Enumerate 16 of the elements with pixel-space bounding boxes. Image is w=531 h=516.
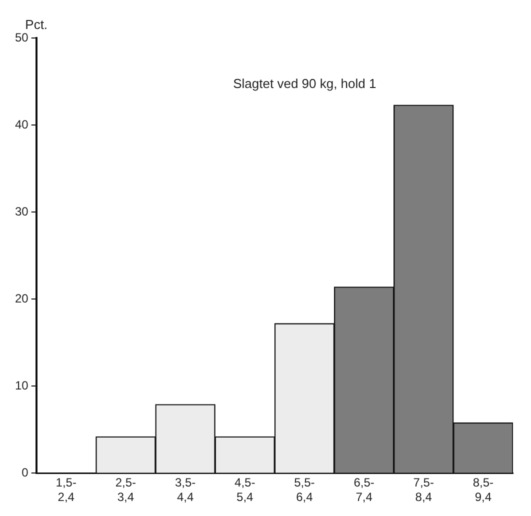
y-tick-label: 0 [22,466,29,480]
x-tick-label: 1,5-2,4 [56,476,76,504]
y-tick-label: 10 [14,378,29,392]
x-tick-label: 2,5-3,4 [115,476,136,504]
y-axis-title: Pct. [25,17,48,32]
x-tick-label: 8,5-9,4 [472,476,494,504]
y-tick-label: 30 [14,204,29,218]
x-tick-label: 6,5-7,4 [354,476,374,504]
x-tick-label: 5,5-6,4 [294,476,315,504]
x-tick-label: 4,5-5,4 [234,476,256,504]
x-tick-label: 3,5-4,4 [174,476,196,504]
y-tick-label: 40 [14,117,29,132]
y-tick-label: 20 [14,291,29,306]
x-tick-label: 7,5-8,4 [413,476,434,504]
y-tick-label: 50 [14,30,29,44]
text: Slagtet ved 90 kg, hold 1 [233,76,376,92]
